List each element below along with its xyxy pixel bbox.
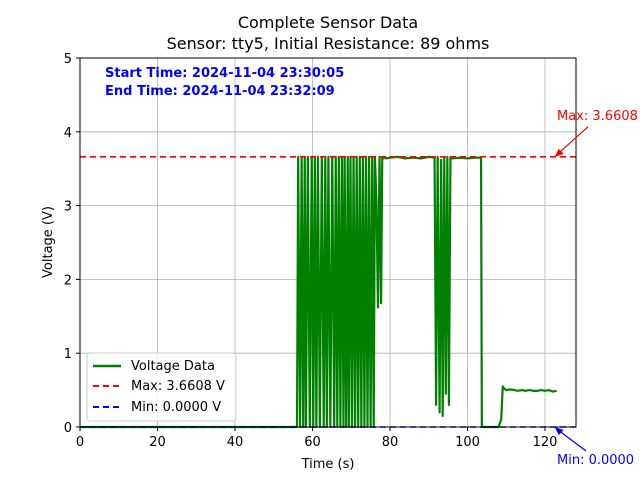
chart-title: Complete Sensor Data (238, 13, 418, 32)
annotations: Max: 3.6608 Min: 0.0000 (554, 109, 638, 468)
x-tick-label: 80 (382, 435, 399, 450)
max-annotation-label: Max: 3.6608 (557, 109, 638, 124)
chart-subtitle: Sensor: tty5, Initial Resistance: 89 ohm… (167, 34, 490, 53)
x-axis-label: Time (s) (301, 457, 355, 472)
min-annotation-arrowhead (554, 427, 564, 435)
start-time-label: Start Time: 2024-11-04 23:30:05 (105, 66, 344, 81)
y-axis-label: Voltage (V) (41, 206, 56, 278)
legend-label-max: Max: 3.6608 V (131, 379, 225, 394)
x-ticks: 0 20 40 60 80 100 120 (76, 427, 558, 450)
legend-label-voltage: Voltage Data (131, 359, 215, 374)
min-annotation-arrow (556, 428, 587, 452)
x-tick-label: 40 (227, 435, 244, 450)
legend: Voltage Data Max: 3.6608 V Min: 0.0000 V (86, 352, 237, 422)
end-time-label: End Time: 2024-11-04 23:32:09 (105, 84, 335, 99)
x-tick-label: 120 (533, 435, 558, 450)
legend-label-min: Min: 0.0000 V (131, 400, 221, 415)
y-tick-label: 2 (64, 273, 72, 288)
x-tick-label: 100 (455, 435, 480, 450)
plot-frame (79, 57, 577, 428)
y-tick-label: 4 (64, 126, 72, 141)
x-tick-label: 60 (304, 435, 321, 450)
x-tick-label: 20 (149, 435, 166, 450)
y-tick-label: 5 (64, 52, 72, 67)
y-tick-label: 0 (64, 421, 72, 436)
y-ticks: 0 1 2 3 4 5 (64, 52, 80, 436)
y-tick-label: 1 (64, 347, 72, 362)
y-tick-label: 3 (64, 200, 72, 215)
legend-box (86, 352, 237, 422)
min-annotation-label: Min: 0.0000 (557, 453, 634, 468)
max-annotation-arrowhead (554, 148, 564, 157)
max-annotation-arrow (556, 126, 589, 156)
x-tick-label: 0 (76, 435, 84, 450)
